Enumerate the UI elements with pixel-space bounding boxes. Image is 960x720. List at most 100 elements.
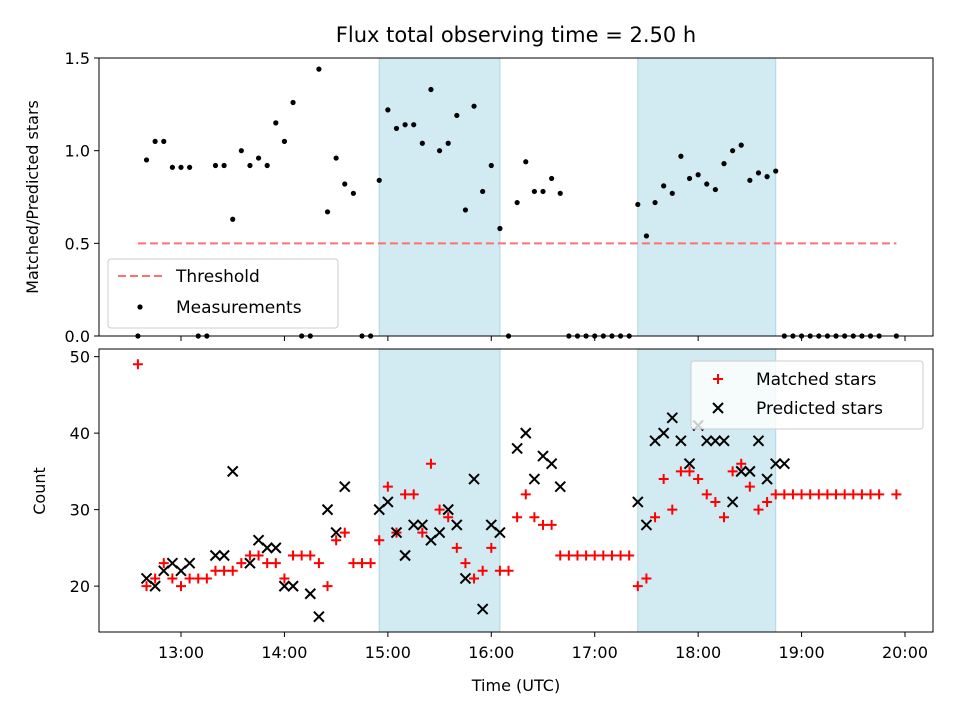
matched-stars-point <box>365 558 376 569</box>
measurement-point <box>316 66 322 72</box>
predicted-stars-point <box>468 473 480 485</box>
matched-stars-point <box>469 573 480 584</box>
measurement-point <box>393 125 400 132</box>
predicted-stars-point <box>778 458 791 470</box>
measurement-point <box>514 199 520 206</box>
measurement-point <box>264 162 270 169</box>
matched-stars-point <box>796 489 807 500</box>
y-tick-label: 20 <box>70 577 90 596</box>
matched-stars-point <box>486 542 497 553</box>
bottom-panel-y-ticks: 20 30 40 50 <box>70 348 99 596</box>
predicted-stars-point <box>640 519 653 531</box>
measurement-point <box>419 140 425 146</box>
predicted-stars-point <box>442 503 454 516</box>
matched-stars-point <box>460 558 471 569</box>
measurement-point <box>247 162 253 169</box>
matched-stars-point <box>753 504 764 515</box>
predicted-stars-point <box>382 496 394 508</box>
x-tick-label: 13:00 <box>158 643 204 662</box>
measurement-point <box>695 172 701 178</box>
shaded-interval-1 <box>378 57 501 337</box>
matched-stars-point <box>865 489 876 500</box>
matched-stars-point <box>400 489 411 500</box>
bottom-panel-legend: Matched stars Predicted stars <box>690 360 924 430</box>
measurement-point <box>540 188 546 195</box>
matched-stars-point <box>305 550 316 561</box>
y-tick-label: 1.5 <box>65 49 90 68</box>
x-tick-label: 18:00 <box>675 643 721 662</box>
matched-stars-point <box>451 542 462 553</box>
predicted-stars-point <box>476 603 489 615</box>
measurement-point <box>730 148 736 154</box>
predicted-stars-point <box>399 549 411 562</box>
legend-matched-swatch <box>713 374 723 384</box>
matched-stars-point <box>572 550 583 561</box>
measurement-point <box>376 177 382 183</box>
top-panel-shaded-intervals <box>378 57 777 337</box>
measurement-point <box>281 138 288 144</box>
matched-stars-point <box>813 489 824 500</box>
predicted-stars-point <box>520 427 532 439</box>
measurement-point <box>738 142 744 148</box>
predicted-stars-point <box>451 519 463 531</box>
measurement-point <box>402 122 408 128</box>
predicted-stars-point <box>494 526 506 539</box>
top-panel-y-ticks: 0.0 0.5 1.0 1.5 <box>65 49 99 346</box>
matched-stars-point <box>184 573 195 584</box>
predicted-stars-point <box>313 610 325 623</box>
measurement-point <box>428 86 434 93</box>
predicted-stars-point <box>761 473 773 485</box>
matched-stars-point <box>357 558 367 569</box>
measurement-point <box>678 153 684 159</box>
measurement-point <box>152 138 158 144</box>
matched-stars-point <box>494 565 505 576</box>
matched-stars-point <box>279 573 290 584</box>
legend-threshold-label: Threshold <box>175 267 260 287</box>
predicted-stars-point <box>321 503 334 516</box>
matched-stars-point <box>805 489 816 500</box>
top-panel-ylabel: Matched/Predicted stars <box>23 100 42 294</box>
measurement-point <box>747 177 753 183</box>
measurement-point <box>255 155 262 161</box>
matched-stars-point <box>744 481 755 492</box>
matched-stars-point <box>382 481 393 492</box>
bottom-legend-box <box>690 360 924 430</box>
matched-stars-point <box>193 573 204 584</box>
measurement-point <box>488 162 494 169</box>
matched-stars-point <box>158 558 169 569</box>
predicted-stars-point <box>270 542 282 554</box>
x-tick-label: 16:00 <box>468 643 514 662</box>
predicted-stars-point <box>244 557 256 569</box>
matched-stars-point <box>529 512 540 523</box>
matched-stars-point <box>176 581 186 592</box>
measurement-point <box>686 175 693 182</box>
measurement-point <box>643 233 650 239</box>
measurement-point <box>161 138 167 144</box>
y-tick-label: 50 <box>70 348 90 367</box>
matched-stars-point <box>322 581 333 592</box>
matched-stars-point <box>210 565 221 576</box>
matched-stars-point <box>262 558 273 569</box>
measurement-point <box>324 209 331 215</box>
matched-stars-point <box>822 489 833 500</box>
predicted-stars-point <box>227 465 239 478</box>
measurement-point <box>342 181 348 187</box>
matched-stars-point <box>641 573 652 584</box>
predicted-stars-point <box>278 580 291 592</box>
top-panel-x-ticks <box>180 336 906 341</box>
measurement-point <box>178 164 184 170</box>
matched-stars-point <box>546 519 557 530</box>
matched-stars-point <box>313 558 324 569</box>
matched-stars-point <box>779 489 790 500</box>
y-tick-label: 0.0 <box>65 327 90 346</box>
matched-stars-point <box>658 474 669 485</box>
x-tick-label: 17:00 <box>572 643 618 662</box>
legend-measurements-swatch <box>137 304 143 310</box>
y-tick-label: 30 <box>70 501 90 520</box>
measurement-point <box>523 159 529 165</box>
x-axis-label: Time (UTC) <box>471 676 560 695</box>
measurement-point <box>333 155 339 161</box>
matched-stars-point <box>434 504 445 515</box>
matched-stars-point <box>270 558 281 569</box>
matched-stars-point <box>331 535 342 546</box>
